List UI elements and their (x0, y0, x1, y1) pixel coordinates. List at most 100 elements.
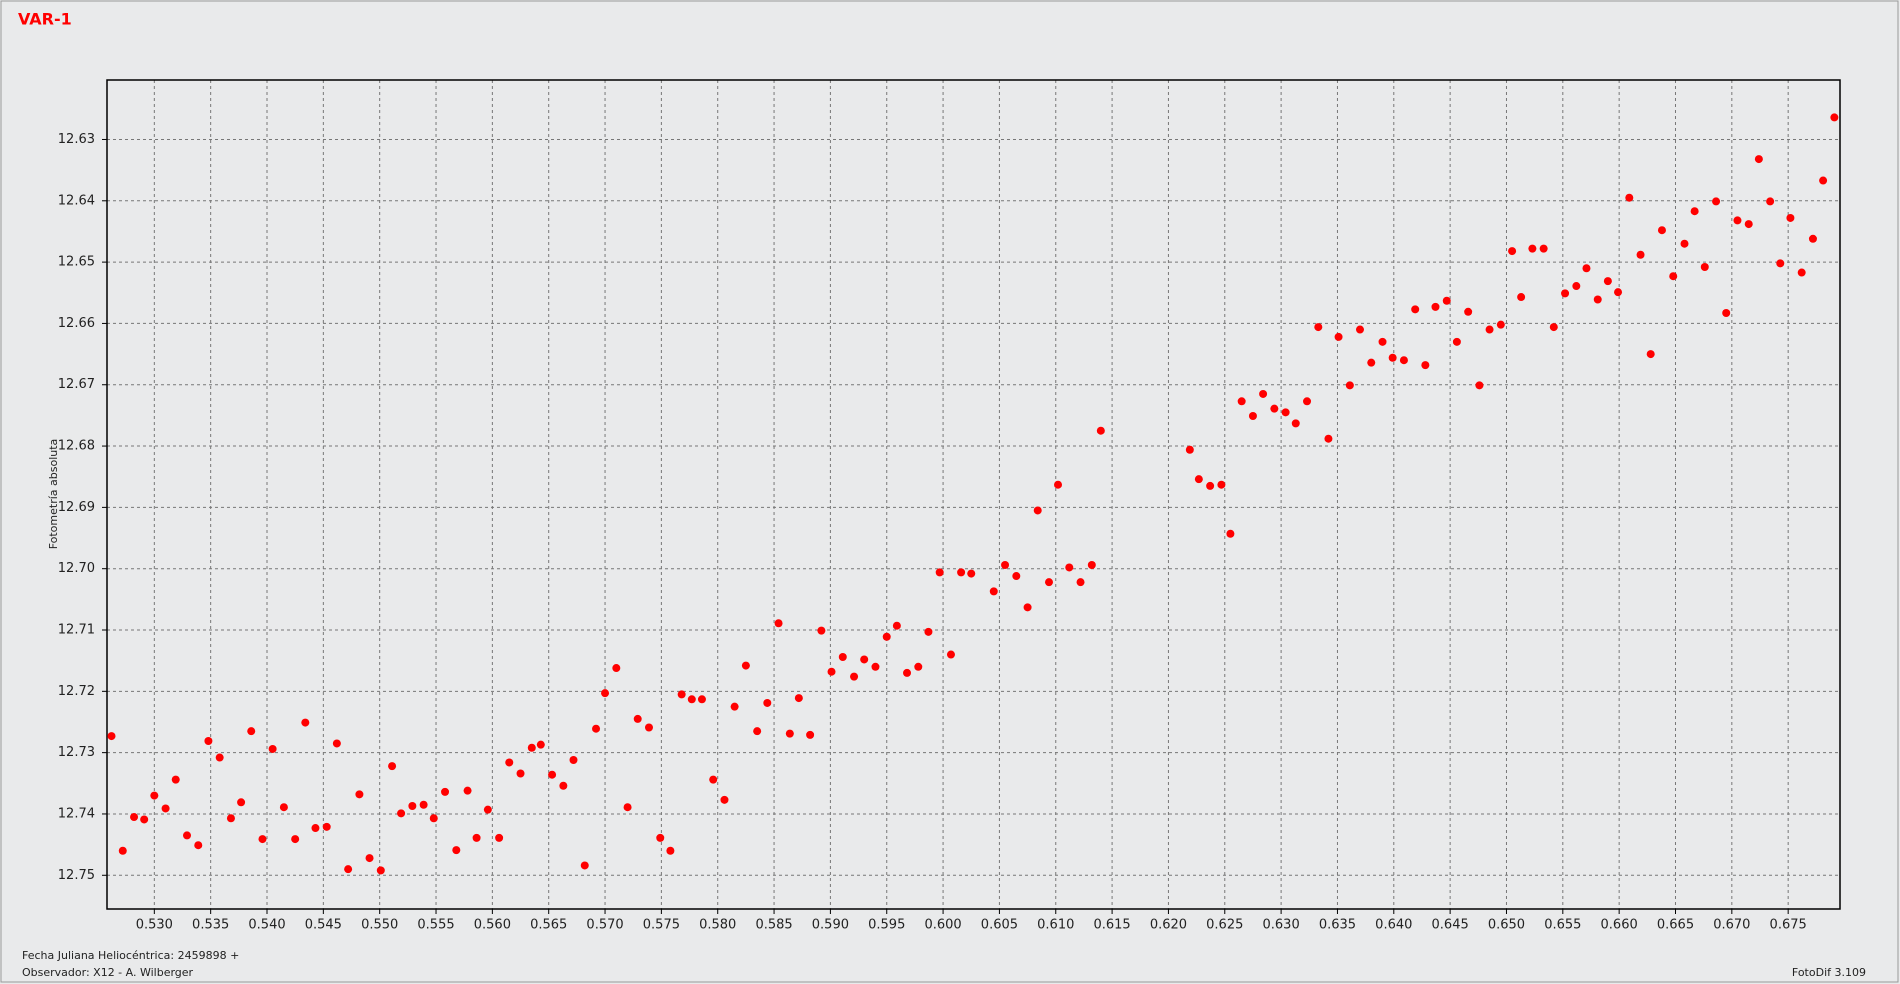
point (1593, 295, 1602, 304)
point (1754, 155, 1763, 164)
point (1744, 220, 1753, 229)
x-tick-label: 0.625 (1206, 918, 1243, 933)
point (118, 846, 127, 855)
point (1087, 561, 1096, 570)
point (1528, 244, 1537, 253)
point (569, 756, 578, 765)
point (1603, 277, 1612, 286)
point (1431, 302, 1440, 311)
x-tick-label: 0.615 (1093, 918, 1130, 933)
point (709, 775, 718, 784)
point (1508, 247, 1517, 256)
point (967, 569, 976, 578)
point (140, 815, 149, 824)
point (332, 739, 341, 748)
x-tick-label: 0.575 (643, 918, 680, 933)
point (204, 736, 213, 745)
point (1314, 323, 1323, 332)
point (623, 803, 632, 812)
point (1248, 412, 1257, 421)
point (1786, 213, 1795, 222)
x-tick-label: 0.600 (924, 918, 961, 933)
point (1378, 337, 1387, 346)
x-tick-label: 0.535 (192, 918, 229, 933)
point (1712, 197, 1721, 206)
point (1345, 381, 1354, 390)
x-tick-label: 0.580 (699, 918, 736, 933)
x-tick-label: 0.595 (868, 918, 905, 933)
point (548, 770, 557, 779)
point (1303, 397, 1312, 406)
point (1217, 480, 1226, 489)
x-tick-label: 0.530 (136, 918, 173, 933)
x-tick-label: 0.560 (474, 918, 511, 933)
point (419, 800, 428, 809)
point (559, 781, 568, 790)
x-tick-label: 0.565 (530, 918, 567, 933)
observer: Observador: X12 - A. Wilberger (22, 966, 194, 979)
point (924, 627, 933, 636)
x-tick-label: 0.585 (755, 918, 792, 933)
point (1549, 323, 1558, 332)
point (838, 652, 847, 661)
point (1766, 197, 1775, 206)
point (1819, 176, 1828, 185)
x-tick-label: 0.610 (1037, 918, 1074, 933)
point (697, 695, 706, 704)
point (365, 854, 374, 863)
x-axis-label: Fecha Juliana Heliocéntrica: 2459898 + (22, 949, 239, 962)
point (1411, 305, 1420, 314)
point (527, 743, 536, 752)
point (268, 744, 277, 753)
point (1399, 356, 1408, 365)
point (495, 833, 504, 842)
software: FotoDif 3.109 (1792, 966, 1866, 979)
chart-title: VAR-1 (18, 10, 72, 29)
point (860, 655, 869, 664)
point (1830, 113, 1839, 122)
point (935, 568, 944, 577)
point (1442, 296, 1451, 305)
point (161, 804, 170, 813)
point (914, 662, 923, 671)
point (1561, 289, 1570, 298)
point (429, 814, 438, 823)
point (644, 723, 653, 732)
point (215, 753, 224, 762)
y-tick-label: 12.63 (58, 132, 95, 147)
y-tick-label: 12.65 (58, 255, 95, 270)
point (1808, 234, 1817, 243)
point (226, 814, 235, 823)
point (1582, 264, 1591, 273)
x-tick-label: 0.660 (1601, 918, 1638, 933)
point (1012, 572, 1021, 581)
point (946, 650, 955, 659)
x-tick-label: 0.550 (361, 918, 398, 933)
point (388, 762, 397, 771)
point (1496, 320, 1505, 329)
point (1324, 434, 1333, 443)
x-tick-label: 0.545 (305, 918, 342, 933)
point (1776, 259, 1785, 268)
point (1517, 293, 1526, 302)
y-axis-label: Fotometría absoluta (47, 439, 60, 550)
x-tick-label: 0.605 (981, 918, 1018, 933)
point (720, 795, 729, 804)
point (258, 835, 267, 844)
point (957, 568, 966, 577)
point (130, 813, 139, 822)
point (536, 740, 545, 749)
point (1700, 263, 1709, 272)
y-tick-label: 12.69 (58, 500, 95, 515)
point (1226, 529, 1235, 538)
x-tick-label: 0.635 (1319, 918, 1356, 933)
point (1054, 480, 1063, 489)
x-tick-label: 0.540 (248, 918, 285, 933)
x-tick-label: 0.675 (1770, 918, 1807, 933)
point (505, 758, 514, 767)
point (1636, 250, 1645, 259)
y-tick-label: 12.74 (58, 806, 95, 821)
point (1355, 325, 1364, 334)
point (989, 587, 998, 596)
point (741, 661, 750, 670)
